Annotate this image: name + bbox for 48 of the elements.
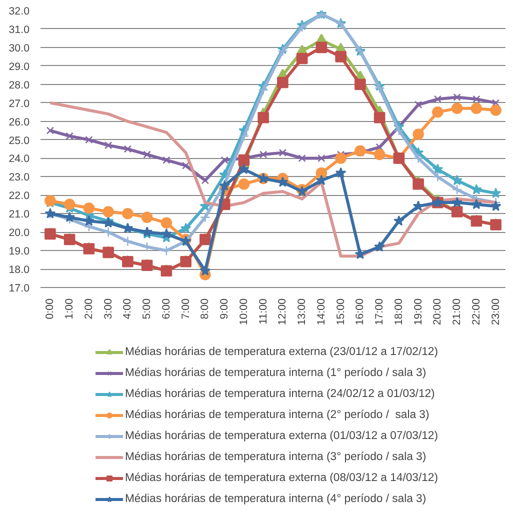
legend-label: Médias horárias de temperatura interna (3° período / sala 3) bbox=[125, 451, 426, 463]
y-tick-label: 27.0 bbox=[8, 98, 30, 110]
y-tick-label: 23.0 bbox=[8, 172, 30, 184]
x-tick-label: 23:00 bbox=[490, 298, 502, 326]
y-tick-label: 18.0 bbox=[8, 264, 30, 276]
legend-label: Médias horárias de temperatura externa (08/03/12 a 14/03/12) bbox=[125, 472, 438, 484]
legend-label: Médias horárias de temperatura interna (24/02/12 a 01/03/12) bbox=[125, 388, 435, 400]
y-tick-label: 29.0 bbox=[8, 60, 30, 73]
y-tick-label: 21.0 bbox=[8, 208, 30, 221]
x-tick-label: 15:00 bbox=[334, 298, 347, 326]
legend-label: Médias horárias de temperatura interna (1° período / sala 3) bbox=[125, 367, 426, 379]
x-tick-label: 22:00 bbox=[470, 298, 482, 326]
x-tick-label: 9:00 bbox=[218, 298, 231, 320]
x-tick-label: 3:00 bbox=[102, 298, 114, 320]
y-tick-label: 19.0 bbox=[8, 246, 30, 258]
y-tick-label: 17.0 bbox=[8, 282, 30, 294]
legend-label: Médias horárias de temperatura interna (4° período / sala 3) bbox=[125, 493, 426, 505]
y-tick-label: 26.0 bbox=[8, 116, 30, 128]
y-tick-label: 25.0 bbox=[8, 134, 30, 147]
legend-label: Médias horárias de temperatura interna (2° período / sala 3) bbox=[125, 409, 430, 421]
x-tick-label: 13:00 bbox=[296, 298, 308, 326]
y-tick-label: 24.0 bbox=[8, 153, 30, 166]
y-tick-label: 20.0 bbox=[8, 227, 30, 240]
y-tick-label: 31.0 bbox=[8, 24, 30, 36]
x-tick-label: 14:00 bbox=[315, 298, 328, 326]
x-tick-label: 16:00 bbox=[354, 298, 366, 326]
x-tick-label: 7:00 bbox=[180, 298, 192, 320]
y-tick-label: 28.0 bbox=[8, 79, 30, 92]
y-tick-label: 32.0 bbox=[8, 6, 30, 18]
x-tick-label: 5:00 bbox=[141, 298, 154, 320]
x-tick-label: 19:00 bbox=[412, 298, 424, 326]
legend-label: Médias horárias de temperatura externa (23/01/12 a 17/02/12) bbox=[125, 346, 438, 358]
x-tick-label: 1:00 bbox=[64, 298, 76, 320]
x-tick-label: 18:00 bbox=[392, 298, 405, 326]
x-tick-label: 11:00 bbox=[257, 298, 270, 324]
x-tick-label: 20:00 bbox=[432, 298, 444, 326]
y-tick-label: 22.0 bbox=[8, 190, 30, 202]
y-tick-label: 30.0 bbox=[8, 42, 30, 54]
x-tick-label: 4:00 bbox=[122, 298, 134, 320]
x-tick-label: 21:00 bbox=[451, 298, 464, 326]
x-tick-label: 6:00 bbox=[160, 298, 172, 320]
x-tick-label: 0:00 bbox=[44, 298, 56, 320]
x-tick-label: 10:00 bbox=[238, 298, 250, 326]
x-tick-label: 17:00 bbox=[374, 298, 386, 326]
legend-label: Médias horárias de temperatura externa (01/03/12 a 07/03/12) bbox=[125, 430, 438, 442]
x-tick-label: 8:00 bbox=[199, 298, 212, 320]
x-tick-label: 2:00 bbox=[82, 298, 95, 320]
x-tick-label: 12:00 bbox=[276, 298, 289, 326]
